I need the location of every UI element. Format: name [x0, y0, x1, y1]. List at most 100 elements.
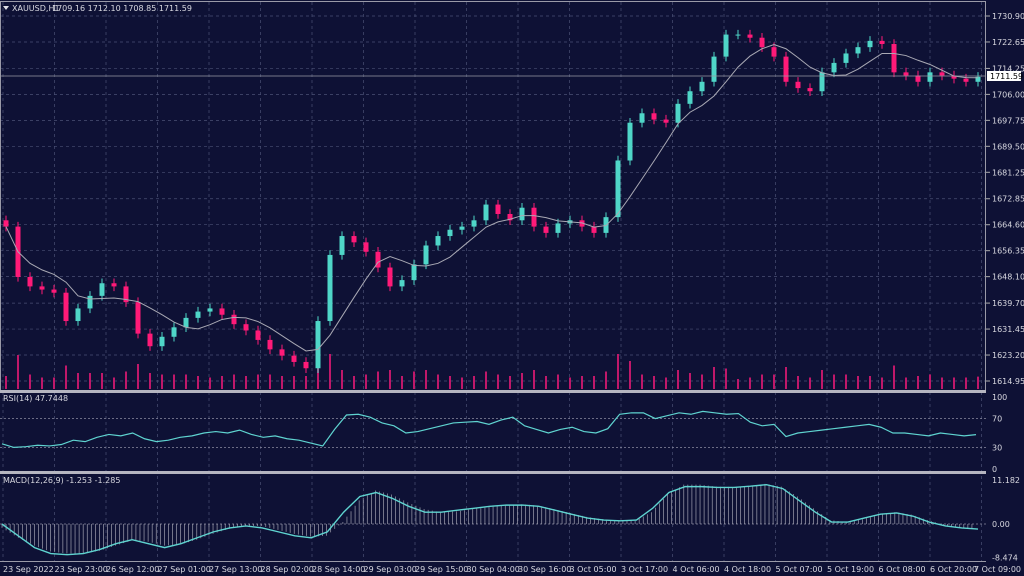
volume-bar: [161, 374, 163, 389]
candle-body: [639, 113, 645, 123]
volume-bar: [461, 377, 463, 389]
candle-body: [615, 160, 621, 218]
candle-body: [819, 72, 825, 92]
candle-body: [3, 220, 9, 227]
price-tick-label: 1706.00: [992, 90, 1024, 99]
volume-bar: [881, 377, 883, 389]
macd-tick-label: 0.00: [992, 520, 1010, 529]
volume-bar: [617, 354, 619, 389]
volume-bar: [113, 377, 115, 389]
candle-body: [159, 336, 165, 347]
volume-bar: [77, 373, 79, 389]
rsi-tick-label: 30: [992, 443, 1002, 452]
candle-body: [267, 339, 273, 350]
volume-bar: [941, 377, 943, 389]
candle-body: [939, 72, 945, 76]
time-tick-label: 4 Oct 18:00: [724, 565, 771, 574]
time-tick-label: 23 Sep 23:00: [55, 565, 108, 574]
volume-bar: [893, 365, 895, 389]
ohlc-label: 1709.16 1712.10 1708.85 1711.59: [52, 4, 192, 13]
volume-bar: [389, 370, 391, 389]
candle-body: [219, 308, 225, 315]
volume-bar: [677, 370, 679, 389]
candle-body: [111, 283, 117, 287]
price-axis[interactable]: 1730.90 1722.65 1714.25 1706.00 1697.75 1689.…: [986, 12, 1024, 386]
volume-bar: [557, 374, 559, 389]
candle-body: [51, 289, 57, 293]
volume-bar: [521, 373, 523, 389]
candle-body: [435, 236, 441, 246]
candle-body: [915, 75, 921, 82]
volume-bar: [245, 376, 247, 389]
candle-body: [231, 314, 237, 325]
candle-body: [411, 264, 417, 281]
volume-bar: [53, 377, 55, 389]
candle-body: [147, 333, 153, 347]
volume-bar: [281, 376, 283, 389]
candle-body: [195, 311, 201, 318]
candle-body: [711, 56, 717, 82]
volume-bar: [149, 373, 151, 389]
candle-body: [735, 34, 741, 36]
candle-body: [591, 226, 597, 233]
candle-body: [255, 330, 261, 340]
price-tick-label: 1714.25: [992, 64, 1024, 73]
volume-bar: [29, 374, 31, 389]
candle-body: [783, 56, 789, 82]
candle-body: [951, 75, 957, 79]
volume-bar: [929, 374, 931, 389]
rsi-line: [1, 410, 977, 449]
volume-bar: [713, 367, 715, 389]
price-tick-label: 1730.90: [992, 12, 1024, 21]
candle-body: [627, 122, 633, 161]
macd-tick-label: -8.474: [992, 553, 1018, 562]
volume-bar: [497, 374, 499, 389]
time-tick-label: 7 Oct 09:00: [974, 565, 1021, 574]
candle-body: [207, 308, 213, 312]
volume-bar: [845, 374, 847, 389]
volume-bar: [413, 371, 415, 389]
candle-body: [279, 349, 285, 356]
volume-bar: [257, 374, 259, 389]
volume-bar: [869, 376, 871, 389]
volume-bar: [449, 376, 451, 389]
time-tick-label: 26 Sep 12:00: [106, 565, 159, 574]
volume-bar: [545, 376, 547, 389]
candle-body: [171, 327, 177, 337]
volume-bar: [821, 370, 823, 389]
volume-bar: [17, 355, 19, 389]
volume-bar: [173, 374, 175, 389]
volume-bar: [269, 374, 271, 389]
current-price-box: [987, 71, 1021, 81]
pane-separator[interactable]: [0, 390, 986, 393]
volume-bar: [857, 376, 859, 389]
pane-separator[interactable]: [0, 471, 986, 474]
volume-bar: [833, 374, 835, 389]
rsi-tick-label: 70: [992, 415, 1002, 424]
time-tick-label: 3 Oct 17:00: [621, 565, 668, 574]
volume-bar: [365, 374, 367, 389]
candle-body: [963, 78, 969, 82]
dropdown-triangle-icon[interactable]: [3, 6, 9, 10]
volume-bar: [737, 379, 739, 389]
price-tick-label: 1648.10: [992, 273, 1024, 282]
volume-bar: [221, 376, 223, 389]
volume-bar: [725, 368, 727, 389]
candle-body: [543, 226, 549, 233]
candle-body: [483, 204, 489, 221]
time-tick-label: 3 Oct 05:00: [570, 565, 617, 574]
candle-body: [651, 113, 657, 120]
time-tick-label: 6 Oct 08:00: [879, 565, 926, 574]
time-tick-label: 30 Sep 16:00: [518, 565, 571, 574]
time-tick-label: 27 Sep 13:00: [209, 565, 262, 574]
volume-bar: [341, 370, 343, 389]
volume-bar: [41, 377, 43, 389]
price-tick-label: 1623.20: [992, 351, 1024, 360]
candle-body: [531, 207, 537, 227]
rsi-title: RSI(14) 47.7448: [3, 394, 68, 403]
volume-bar: [665, 377, 667, 389]
candle-body: [375, 251, 381, 268]
volume-bar: [89, 373, 91, 389]
